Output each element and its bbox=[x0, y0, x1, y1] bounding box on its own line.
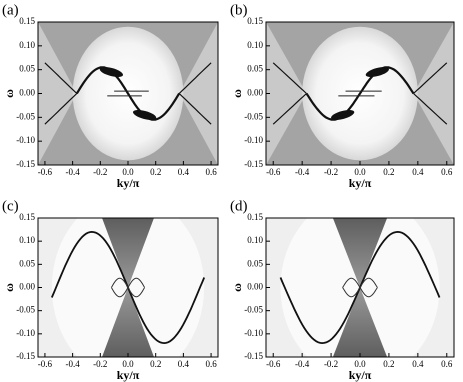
x-tick-label: -0.2 bbox=[93, 359, 107, 369]
y-tick-label: 0.10 bbox=[19, 40, 35, 50]
x-tick-label: 0.2 bbox=[383, 359, 394, 369]
bright-wedge bbox=[179, 22, 218, 165]
x-tick-label: -0.6 bbox=[266, 167, 281, 177]
x-tick-label: -0.4 bbox=[295, 167, 310, 177]
y-tick-label: -0.15 bbox=[16, 159, 35, 169]
y-axis-label: ω bbox=[230, 283, 244, 292]
y-axis-label: ω bbox=[2, 283, 16, 292]
bright-wedge bbox=[413, 22, 454, 165]
y-axis-label: ω bbox=[230, 89, 244, 98]
x-axis-label: ky/π bbox=[117, 176, 140, 190]
plot-area bbox=[266, 218, 454, 357]
dark-blob bbox=[331, 109, 355, 120]
x-axis-label: ky/π bbox=[349, 176, 372, 190]
edge-line bbox=[178, 62, 212, 125]
x-tick-label: 0.6 bbox=[205, 359, 217, 369]
band-curve bbox=[305, 66, 415, 121]
y-tick-label: -0.15 bbox=[244, 351, 263, 361]
x-tick-label: -0.2 bbox=[93, 167, 107, 177]
y-tick-label: -0.05 bbox=[16, 305, 35, 315]
y-tick-label: -0.05 bbox=[244, 305, 263, 315]
y-tick-label: 0.10 bbox=[247, 40, 263, 50]
x-tick-label: 0.0 bbox=[122, 359, 134, 369]
y-tick-label: 0.15 bbox=[19, 212, 35, 222]
flat-line bbox=[338, 90, 382, 97]
loop bbox=[110, 277, 146, 298]
y-tick-label: -0.05 bbox=[244, 111, 263, 121]
x-tick-label: 0.2 bbox=[150, 167, 161, 177]
bright-wedge bbox=[266, 22, 307, 165]
y-tick-label: -0.10 bbox=[244, 328, 263, 338]
x-tick-label: -0.2 bbox=[324, 359, 338, 369]
x-tick-label: 0.6 bbox=[441, 167, 453, 177]
x-tick-label: -0.4 bbox=[65, 359, 80, 369]
y-tick-label: 0.05 bbox=[247, 258, 263, 268]
dark-blob bbox=[365, 67, 389, 78]
x-tick-label: 0.6 bbox=[205, 167, 217, 177]
panel-label: (a) bbox=[2, 2, 19, 18]
x-tick-label: -0.6 bbox=[38, 359, 53, 369]
flat-line bbox=[107, 90, 149, 97]
x-tick-label: 0.4 bbox=[178, 359, 190, 369]
y-tick-label: 0.05 bbox=[19, 64, 35, 74]
y-tick-label: 0.00 bbox=[247, 88, 263, 98]
y-tick-label: 0.05 bbox=[247, 64, 263, 74]
loop bbox=[342, 277, 378, 298]
panel-label: (b) bbox=[230, 2, 248, 18]
x-tick-label: -0.6 bbox=[266, 359, 281, 369]
y-tick-label: -0.10 bbox=[16, 135, 35, 145]
y-tick-label: 0.15 bbox=[247, 212, 263, 222]
x-tick-label: 0.4 bbox=[412, 359, 424, 369]
panel-label: (d) bbox=[230, 198, 248, 214]
x-tick-label: 0.2 bbox=[383, 167, 394, 177]
edge-line bbox=[44, 62, 78, 125]
x-axis-label: ky/π bbox=[117, 368, 140, 382]
x-axis-label: ky/π bbox=[349, 368, 372, 382]
y-tick-label: 0.10 bbox=[247, 235, 263, 245]
edge-line bbox=[413, 62, 448, 125]
band-curve bbox=[75, 66, 181, 121]
x-tick-label: 0.4 bbox=[178, 167, 190, 177]
y-tick-label: -0.05 bbox=[16, 111, 35, 121]
x-tick-label: -0.6 bbox=[38, 167, 53, 177]
x-tick-label: -0.4 bbox=[65, 167, 80, 177]
y-tick-label: 0.00 bbox=[19, 282, 35, 292]
x-tick-label: -0.4 bbox=[295, 359, 310, 369]
x-tick-label: 0.0 bbox=[354, 359, 366, 369]
y-axis-label: ω bbox=[2, 89, 16, 98]
y-tick-label: 0.15 bbox=[19, 16, 35, 26]
x-tick-label: 0.0 bbox=[122, 167, 134, 177]
plot-area bbox=[38, 22, 218, 165]
y-tick-label: -0.10 bbox=[244, 135, 263, 145]
bright-wedge bbox=[38, 22, 77, 165]
y-tick-label: 0.00 bbox=[19, 88, 35, 98]
x-tick-label: 0.4 bbox=[412, 167, 424, 177]
dark-blob bbox=[132, 109, 157, 120]
y-tick-label: 0.10 bbox=[19, 235, 35, 245]
dark-blob bbox=[99, 67, 124, 78]
plot-area bbox=[266, 22, 454, 165]
edge-line bbox=[272, 62, 307, 125]
x-tick-label: 0.0 bbox=[354, 167, 366, 177]
y-tick-label: 0.05 bbox=[19, 258, 35, 268]
y-tick-label: -0.15 bbox=[16, 351, 35, 361]
x-tick-label: 0.6 bbox=[441, 359, 453, 369]
panel-label: (c) bbox=[2, 198, 19, 214]
y-tick-label: 0.15 bbox=[247, 16, 263, 26]
y-tick-label: 0.00 bbox=[247, 282, 263, 292]
x-tick-label: 0.2 bbox=[150, 359, 161, 369]
x-tick-label: -0.2 bbox=[324, 167, 338, 177]
y-tick-label: -0.10 bbox=[16, 328, 35, 338]
plot-area bbox=[38, 218, 218, 357]
y-tick-label: -0.15 bbox=[244, 159, 263, 169]
